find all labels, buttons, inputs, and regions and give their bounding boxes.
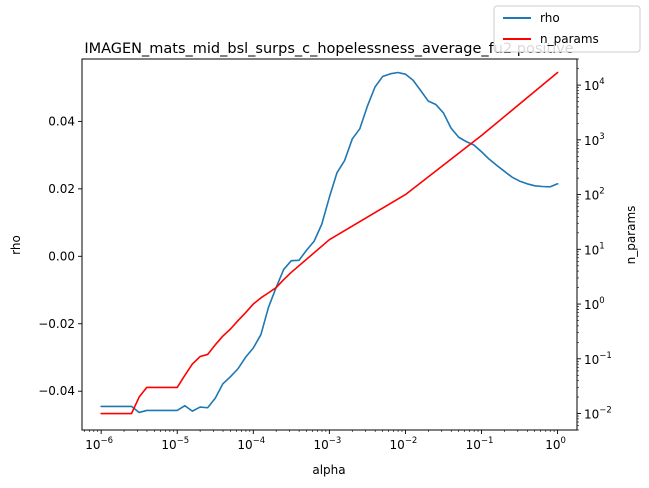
y-right-tick-label-6: 104 xyxy=(584,77,605,93)
x-tick-label-6: 100 xyxy=(545,436,566,452)
series-layer xyxy=(100,71,559,415)
legend-label-rho: rho xyxy=(540,11,560,25)
x-tick-label-4: 10−2 xyxy=(390,436,418,452)
series-line-rho xyxy=(100,71,559,414)
legend-label-n-params: n_params xyxy=(540,32,599,46)
y-left-tick-label-4: 0.04 xyxy=(48,114,75,128)
tick-layer: 10−6 10−5 10−4 10−3 10−2 10−1 100 −0.04 −0.02 0.0… xyxy=(38,58,612,452)
x-axis-label: alpha xyxy=(312,463,345,477)
y-right-tick-label-3: 101 xyxy=(584,241,605,257)
y-right-tick-label-0: 10−2 xyxy=(584,406,612,422)
y-axis-label-right: n_params xyxy=(624,206,638,265)
series-line-n-params xyxy=(100,71,559,415)
y-right-tick-label-2: 100 xyxy=(584,296,605,312)
y-axis-label-left: rho xyxy=(9,235,23,255)
y-left-tick-label-1: −0.02 xyxy=(38,317,75,331)
y-right-tick-label-4: 102 xyxy=(584,187,605,203)
legend: rho n_params xyxy=(493,5,641,53)
x-tick-label-1: 10−5 xyxy=(161,436,189,452)
x-tick-label-2: 10−4 xyxy=(237,436,265,452)
x-tick-label-5: 10−1 xyxy=(466,436,494,452)
y-right-tick-label-1: 10−1 xyxy=(584,351,612,367)
x-tick-label-0: 10−6 xyxy=(85,436,113,452)
y-left-tick-label-2: 0.00 xyxy=(48,249,75,263)
x-tick-label-3: 10−3 xyxy=(313,436,341,452)
chart-title: IMAGEN_mats_mid_bsl_surps_c_hopelessness… xyxy=(84,41,573,57)
y-right-tick-label-5: 103 xyxy=(584,132,605,148)
y-left-tick-label-0: −0.04 xyxy=(38,384,75,398)
y-left-tick-label-3: 0.02 xyxy=(48,182,75,196)
